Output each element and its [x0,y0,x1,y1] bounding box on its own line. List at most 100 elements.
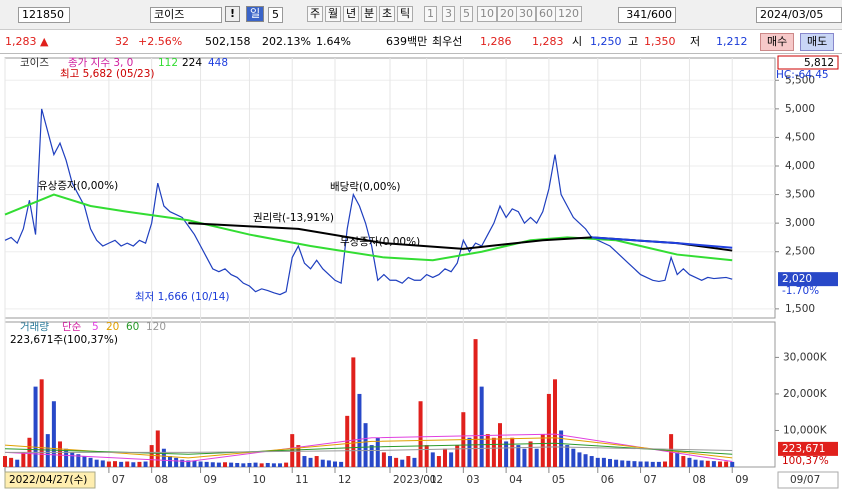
period-button[interactable]: 년 [343,6,360,22]
counter: 341/600 [618,7,676,23]
period-count[interactable]: 5 [268,7,283,23]
volume-bar [400,459,405,467]
info-change: 32 [115,35,129,48]
volume-bar [137,461,142,467]
annotation: 권리락(-13,91%) [253,212,334,224]
y-tick-label: 5,000 [785,103,815,115]
volume-bar [76,454,81,467]
toolbar: 121850 코이즈! 일 5 주 월 년 분 초 틱 1 3 5 10 20 30 60 120 341/600 2… [0,0,842,30]
info-turnover: 1.64% [316,35,351,48]
date-box [4,471,96,489]
y-tick-label: 1,500 [785,303,815,315]
period-button[interactable]: 주 [307,6,324,22]
chart: 1,500 2,500 3,000 3,500 4,000 4,500 5,000 5,500… [3,55,839,489]
annotation: 최저 1,666 (10/14) [135,291,230,303]
volume-bar [155,430,160,467]
period-button[interactable]: 1 [424,6,437,22]
period-button[interactable]: 120 [555,6,582,22]
volume-bar [192,460,197,467]
volume-bar [626,460,631,467]
volume-bar [479,386,484,467]
alert-button[interactable]: ! [225,6,241,22]
current-volume: 223,671 [782,443,825,455]
volume-bar [39,379,44,467]
legend: 60 [126,321,139,333]
period-button[interactable]: 30 [516,6,536,22]
info-ask: 1,286 [480,35,512,48]
legend: 120 [146,321,166,333]
volume-bar [259,463,264,467]
volume-bar [455,445,460,467]
annotation: 유상증자(0,00%) [38,180,118,192]
x-tick-label: 08 [155,474,168,486]
current-volume-pct: 100,37% [782,455,829,467]
period-button[interactable]: 10 [477,6,497,22]
volume-bar [540,434,545,467]
info-low-label: 저 [690,35,701,48]
sell-button[interactable]: 매도 [800,33,835,51]
period-button[interactable]: 3 [442,6,455,22]
stock-name[interactable]: 코이즈 [150,7,222,23]
moving-average [591,236,733,249]
volume-bar [271,463,276,467]
y-tick-label: 3,500 [785,189,815,201]
volume-bar [595,457,600,467]
period-button[interactable]: 일 [246,6,265,22]
period-button[interactable]: 5 [460,6,473,22]
volume-bar [375,437,380,467]
volume-bar [100,460,105,467]
volume-bar [571,448,576,467]
stock-code[interactable]: 121850 [18,7,70,23]
legend: 종가 지수 3, 0 [68,57,133,69]
volume-bar [357,393,362,467]
volume-bar [64,448,69,467]
current-box [778,272,838,287]
legend: 단순 [62,321,82,333]
period-button[interactable]: 틱 [397,6,414,22]
volume-bar [650,461,655,467]
date[interactable]: 2024/03/05 [756,7,842,23]
volume-bar [614,459,619,467]
buy-button[interactable]: 매수 [760,33,795,51]
volume-bar [449,452,454,467]
period-button[interactable]: 20 [497,6,517,22]
volume-bar [406,456,411,467]
volume-bar [253,462,258,467]
y-tick-label: 20,000K [783,388,828,400]
volume-bar [412,457,417,467]
period-button[interactable]: 60 [536,6,556,22]
volume-bar [143,461,148,467]
x-tick-label: 07 [644,474,657,486]
volume-bar [3,456,7,467]
volume-bar [94,459,99,467]
volume-bar [534,448,539,467]
volume-bar [314,456,319,467]
volume-bar [284,462,289,467]
volume-bar [553,379,557,467]
period-button[interactable]: 분 [361,6,378,22]
volume-bar [724,461,729,467]
volume-bar [326,460,331,467]
volume-bar [198,461,203,467]
volume-bar [33,386,38,467]
info-price: 1,283 ▲ [5,35,49,48]
volume-bar [9,457,14,467]
volume-bar [320,459,325,467]
info-volume-ratio: 202.13% [262,35,311,48]
x-tick-label: 12 [338,474,351,486]
volume-bar [247,462,252,467]
current-pct: -1.70% [782,285,819,297]
volume-bar [106,461,111,467]
legend: 5 [92,321,99,333]
y-tick-label: 2,500 [785,246,815,258]
volume-bar [388,456,392,467]
period-button[interactable]: 월 [325,6,342,22]
volume-bar [601,457,606,467]
volume-bar [125,461,130,467]
volume-bar [229,462,234,467]
volume-bar [21,452,26,467]
volume-bar [58,441,62,467]
x-tick-label: 2023/01 [393,474,437,486]
period-button[interactable]: 초 [379,6,396,22]
